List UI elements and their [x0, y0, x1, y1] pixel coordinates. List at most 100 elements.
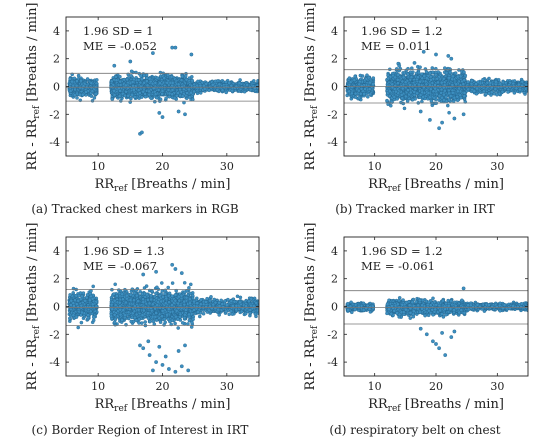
data-point	[463, 73, 468, 78]
data-point	[395, 77, 400, 82]
data-point	[363, 87, 367, 91]
data-point	[79, 78, 83, 83]
data-point	[145, 79, 149, 83]
data-point	[401, 75, 406, 80]
data-point	[84, 90, 88, 94]
data-point	[444, 71, 449, 75]
data-point	[366, 75, 371, 80]
scatter-points	[345, 49, 528, 131]
data-point	[179, 78, 184, 82]
data-point	[70, 79, 74, 84]
data-point	[418, 65, 422, 69]
data-point	[187, 87, 191, 92]
outlier-point	[140, 130, 144, 135]
data-point	[142, 73, 146, 78]
data-point	[162, 76, 166, 80]
data-point	[207, 88, 211, 93]
data-point	[454, 82, 458, 87]
data-point	[147, 92, 152, 97]
data-point	[416, 70, 421, 75]
data-point	[158, 97, 163, 102]
data-point	[165, 81, 170, 85]
data-point	[153, 81, 158, 85]
data-point	[352, 78, 357, 82]
data-point	[439, 80, 444, 85]
data-point	[371, 76, 376, 80]
data-point	[450, 77, 454, 82]
data-point	[453, 71, 458, 75]
data-point	[164, 96, 168, 100]
data-point	[109, 79, 114, 84]
data-point	[404, 94, 408, 99]
data-point	[167, 91, 172, 96]
data-point	[136, 78, 141, 82]
data-point	[424, 70, 429, 74]
data-point	[415, 91, 419, 96]
data-point	[347, 76, 352, 80]
data-point	[441, 77, 446, 81]
outlier-point	[189, 52, 194, 57]
data-point	[155, 76, 160, 80]
data-point	[462, 78, 467, 82]
data-point	[123, 93, 127, 98]
data-point	[180, 94, 185, 98]
data-point	[167, 94, 172, 99]
data-point	[78, 92, 82, 97]
data-point	[451, 91, 455, 95]
scatter-points	[67, 45, 259, 136]
data-point	[170, 81, 175, 85]
data-point	[416, 75, 420, 80]
data-point	[190, 97, 195, 102]
data-point	[243, 86, 248, 90]
data-point	[160, 89, 165, 93]
x-tick-label: 30	[220, 160, 234, 173]
data-point	[122, 77, 126, 82]
data-point	[461, 82, 466, 86]
data-point	[125, 77, 129, 82]
outlier-point	[157, 111, 162, 115]
data-point	[130, 93, 134, 97]
data-point	[353, 74, 357, 79]
data-point	[166, 73, 170, 77]
data-point	[353, 91, 358, 96]
data-point	[396, 81, 400, 85]
data-point	[202, 87, 207, 91]
y-tick-label: 4	[53, 25, 60, 38]
data-point	[126, 86, 130, 90]
data-point	[421, 95, 425, 99]
data-point	[132, 88, 136, 92]
data-point	[139, 74, 143, 78]
data-point	[357, 95, 362, 100]
data-point	[408, 90, 413, 95]
data-point	[85, 77, 90, 81]
data-point	[130, 80, 135, 84]
data-point	[359, 84, 364, 88]
data-point	[126, 93, 130, 98]
data-point	[245, 82, 249, 87]
data-point	[388, 89, 392, 94]
data-point	[358, 91, 363, 96]
data-point	[435, 76, 439, 81]
data-point	[432, 96, 437, 100]
data-point	[89, 81, 94, 85]
data-point	[400, 79, 405, 84]
data-point	[423, 79, 428, 84]
data-point	[187, 76, 192, 80]
data-point	[187, 95, 192, 99]
data-point	[74, 83, 79, 88]
data-point	[442, 80, 447, 85]
data-point	[426, 91, 431, 95]
data-point	[118, 74, 122, 79]
data-point	[153, 99, 157, 104]
data-point	[114, 75, 118, 79]
data-point	[368, 92, 373, 97]
data-point	[118, 83, 123, 87]
data-point	[417, 82, 421, 87]
data-point	[403, 80, 408, 84]
data-point	[133, 95, 137, 99]
data-point	[413, 87, 418, 91]
data-point	[154, 95, 159, 100]
data-point	[184, 77, 189, 82]
data-point	[457, 86, 461, 91]
